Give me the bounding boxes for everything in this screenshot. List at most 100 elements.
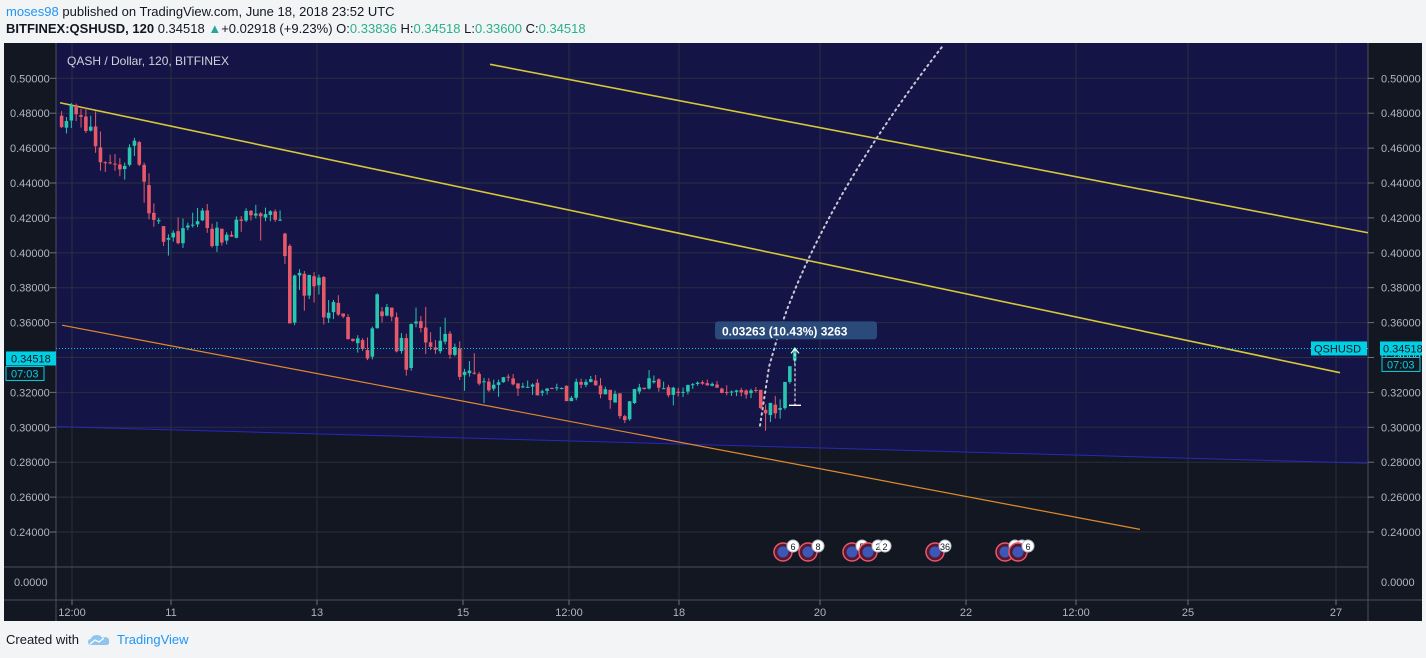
event-count-text: 2: [882, 542, 887, 552]
candle-body: [540, 391, 545, 393]
candle-body: [729, 391, 734, 393]
candle-body: [132, 140, 137, 146]
candle-body: [351, 338, 355, 341]
candle-body: [190, 224, 195, 226]
event-count-badge: [938, 539, 952, 553]
flag-icon-center: [846, 546, 858, 558]
candle-body: [142, 164, 146, 182]
candle-body: [268, 211, 273, 215]
left-countdown-box: [5, 365, 45, 381]
y-tick-label: 0.46000: [10, 143, 50, 155]
candle-body: [287, 245, 292, 324]
close-value: 0.34518: [538, 21, 586, 36]
candle-body: [511, 378, 515, 385]
candle-body: [118, 164, 122, 170]
candle-body: [584, 381, 588, 385]
candle-body: [365, 349, 370, 359]
open-label: O:: [336, 21, 350, 36]
candle-body: [652, 380, 656, 383]
candle-body: [254, 213, 258, 216]
price-chart[interactable]: 0.50000 0.48000 0.46000 0.44000 0.42000 0.400…: [4, 43, 1422, 621]
measure-label: 0.03263 (10.43%) 3263: [722, 324, 848, 338]
chart-frame[interactable]: 0.50000 0.48000 0.46000 0.44000 0.42000 0.400…: [4, 43, 1422, 621]
event-count-badge: [1021, 539, 1035, 553]
symbol-label: BITFINEX:QSHUSD, 120: [6, 21, 155, 36]
candle-body: [521, 386, 525, 388]
tradingview-brand-link[interactable]: TradingView: [116, 632, 189, 647]
candle-body: [763, 409, 768, 414]
candle-body: [758, 389, 763, 409]
candle-body: [283, 233, 287, 257]
candle-body: [419, 321, 423, 329]
candle-body: [79, 115, 83, 117]
candle-body: [355, 338, 360, 344]
candle-body: [457, 348, 462, 377]
candle-body: [122, 165, 127, 170]
y-tick-label: 0.28000: [10, 457, 50, 469]
candle-body: [710, 383, 714, 386]
publish-info: published on TradingView.com, June 18, 2…: [62, 4, 395, 19]
left-price-text: 0.34518: [11, 353, 51, 365]
candle-body: [302, 273, 307, 296]
candle-body: [749, 390, 753, 394]
x-tick-label: 13: [311, 607, 323, 619]
open-value: 0.33836: [349, 21, 397, 36]
chart-title: QASH / Dollar, 120, BITFINEX: [67, 54, 229, 68]
channel-upper-line[interactable]: [489, 63, 1369, 234]
candle-body: [690, 384, 695, 386]
candle-body: [666, 387, 671, 396]
candle-body: [394, 317, 399, 352]
y-tick-label: 0.36000: [10, 318, 50, 330]
candle-body: [234, 219, 239, 238]
candle-body: [438, 340, 443, 352]
candle-body: [98, 147, 103, 163]
candle-body: [627, 401, 632, 420]
candle-body: [385, 307, 389, 316]
candle-body: [84, 116, 88, 131]
candle-body: [574, 381, 579, 398]
y-tick-label: 0.42000: [10, 213, 50, 225]
candle-body: [700, 382, 705, 384]
candle-body: [559, 388, 564, 390]
candle-body: [181, 228, 185, 244]
measure-tool[interactable]: 0.03263 (10.43%) 3263: [715, 321, 877, 407]
candle-body: [103, 162, 108, 164]
candle-body: [433, 347, 438, 350]
y-tick-label: 0.30000: [1381, 422, 1421, 434]
candle-body: [200, 210, 205, 221]
candle-body: [613, 393, 617, 403]
flag-icon-center: [777, 546, 789, 558]
event-count-text: 6: [1025, 542, 1030, 552]
left-countdown-text: 07:03: [11, 368, 39, 380]
y-tick-label: 0.28000: [1381, 457, 1421, 469]
right-countdown-text: 07:03: [1387, 359, 1415, 371]
candle-body: [462, 371, 467, 376]
dotted-arc[interactable]: [759, 45, 943, 427]
candle-body: [370, 328, 375, 357]
channel-middle-line[interactable]: [59, 101, 1341, 374]
author-link[interactable]: moses98: [6, 4, 59, 19]
event-count-text: 2: [875, 542, 880, 552]
y-tick-label: 0.40000: [1381, 248, 1421, 260]
candle-body: [768, 402, 773, 416]
economic-events[interactable]: 6852236316: [773, 539, 1035, 562]
x-tick-label: 15: [457, 607, 469, 619]
event-marker: 6: [1008, 539, 1035, 562]
candle-body: [632, 389, 637, 404]
candle-body: [598, 385, 603, 395]
candle-body: [375, 294, 379, 329]
candle-body: [491, 384, 496, 389]
candle-body: [224, 234, 229, 241]
candle-body: [336, 302, 341, 315]
candle-body: [321, 277, 326, 318]
candle-body: [331, 302, 336, 313]
symbol-text: QSHUSD: [1314, 343, 1361, 355]
x-tick-label: 11: [165, 607, 176, 619]
event-marker: 6: [773, 539, 800, 562]
y-tick-label: 0.24000: [1381, 527, 1421, 539]
candle-body: [467, 370, 472, 374]
candle-body: [778, 408, 782, 410]
y-tick-label: 0.50000: [10, 73, 50, 85]
support-trend-line[interactable]: [61, 324, 1141, 530]
